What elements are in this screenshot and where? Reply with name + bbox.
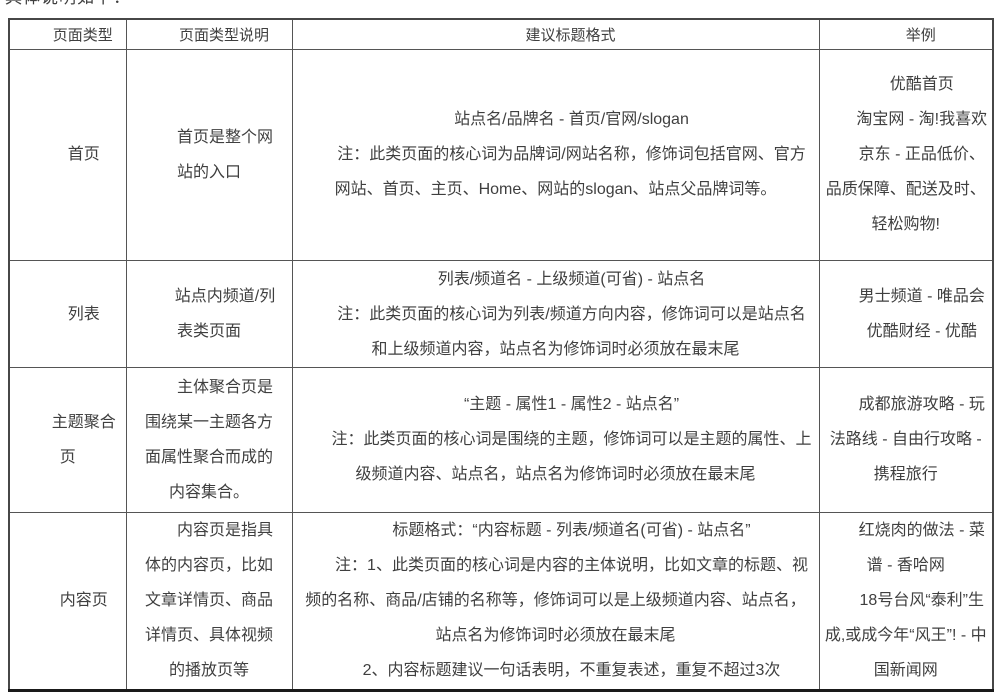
- paragraph: 优酷首页: [889, 76, 954, 94]
- table-row-homepage: 首页 首页是整个网站的入口 站点名/品牌名 - 首页/官网/slogan 注：此…: [8, 48, 994, 262]
- cell-type: 主题聚合页: [8, 367, 127, 513]
- paragraph: 男士频道 - 唯品会: [858, 288, 985, 306]
- cell-description: 主体聚合页是围绕某一主题各方面属性聚合而成的内容集合。: [125, 367, 293, 513]
- cell-description: 内容页是指具体的内容页，比如文章详情页、商品详情页、具体视频的播放页等: [125, 511, 293, 693]
- table-row-list: 列表 站点内频道/列表类页面 列表/频道名 - 上级频道(可省) - 站点名 注…: [8, 260, 994, 369]
- page-type-label: 内容页: [59, 592, 108, 610]
- paragraph: 优酷财经 - 优酷: [866, 323, 977, 341]
- paragraph: 京东 - 正品低价、品质保障、配送及时、轻松购物!: [825, 146, 986, 234]
- paragraph: 注：此类页面的核心词为列表/频道方向内容，修饰词可以是站点名和上级频道内容，站点…: [337, 305, 806, 358]
- paragraph: 列表/频道名 - 上级频道(可省) - 站点名: [437, 270, 706, 288]
- paragraph: 注：此类页面的核心词是围绕的主题，修饰词可以是主题的属性、上级频道内容、站点名，…: [331, 431, 812, 484]
- paragraph: 内容页是指具体的内容页，比如文章详情页、商品详情页、具体视频的播放页等: [144, 522, 273, 680]
- col-header-page-type-description: 页面类型说明: [125, 18, 293, 50]
- cell-type: 内容页: [8, 511, 127, 693]
- col-header-page-type: 页面类型: [8, 18, 127, 50]
- cell-format: “主题 - 属性1 - 属性2 - 站点名” 注：此类页面的核心词是围绕的主题，…: [291, 367, 820, 513]
- cell-type: 列表: [8, 260, 127, 369]
- page-type-label: 列表: [67, 305, 100, 323]
- paragraph: 2、内容标题建议一句话表明，不重复表述，重复不超过3次: [362, 662, 781, 680]
- page-title-spec-table: 页面类型 页面类型说明 建议标题格式 举例 首页 首页是整个网站的入口 站点名/…: [8, 18, 994, 693]
- clipped-intro-line: 具体说明如下：: [5, 0, 405, 9]
- intro-text: 具体说明如下：: [5, 0, 405, 8]
- paragraph: 淘宝网 - 淘!我喜欢: [856, 111, 988, 129]
- col-header-examples: 举例: [818, 18, 994, 50]
- table-row-topic-aggregation: 主题聚合页 主体聚合页是围绕某一主题各方面属性聚合而成的内容集合。 “主题 - …: [8, 367, 994, 513]
- paragraph: 18号台风“泰利”生成,或成今年“风王”! - 中国新闻网: [824, 592, 987, 680]
- cell-description: 首页是整个网站的入口: [125, 48, 293, 262]
- cell-examples: 成都旅游攻略 - 玩法路线 - 自由行攻略 - 携程旅行: [818, 367, 994, 513]
- cell-format: 站点名/品牌名 - 首页/官网/slogan 注：此类页面的核心词为品牌词/网站…: [291, 48, 820, 262]
- cell-type: 首页: [8, 48, 127, 262]
- paragraph: “主题 - 属性1 - 属性2 - 站点名”: [463, 396, 680, 414]
- table-header-row: 页面类型 页面类型说明 建议标题格式 举例: [8, 18, 994, 50]
- paragraph: 主体聚合页是围绕某一主题各方面属性聚合而成的内容集合。: [144, 378, 273, 501]
- cell-examples: 男士频道 - 唯品会 优酷财经 - 优酷: [818, 260, 994, 369]
- col-header-suggested-title-format: 建议标题格式: [291, 18, 820, 50]
- page-type-label: 首页: [67, 146, 100, 164]
- paragraph: 标题格式：“内容标题 - 列表/频道名(可省) - 站点名”: [392, 522, 751, 540]
- paragraph: 站点内频道/列表类页面: [174, 288, 276, 341]
- paragraph: 红烧肉的做法 - 菜谱 - 香哈网: [858, 522, 985, 575]
- cell-description: 站点内频道/列表类页面: [125, 260, 293, 369]
- paragraph: 站点名/品牌名 - 首页/官网/slogan: [454, 111, 689, 129]
- paragraph: 注：1、此类页面的核心词是内容的主体说明，比如文章的标题、视频的名称、商品/店铺…: [305, 557, 808, 645]
- page-type-label: 主题聚合页: [51, 413, 116, 466]
- cell-format: 列表/频道名 - 上级频道(可省) - 站点名 注：此类页面的核心词为列表/频道…: [291, 260, 820, 369]
- table-row-content-page: 内容页 内容页是指具体的内容页，比如文章详情页、商品详情页、具体视频的播放页等 …: [8, 511, 994, 693]
- cell-format: 标题格式：“内容标题 - 列表/频道名(可省) - 站点名” 注：1、此类页面的…: [291, 511, 820, 693]
- cell-examples: 优酷首页 淘宝网 - 淘!我喜欢 京东 - 正品低价、品质保障、配送及时、轻松购…: [818, 48, 994, 262]
- paragraph: 首页是整个网站的入口: [176, 128, 273, 181]
- paragraph: 成都旅游攻略 - 玩法路线 - 自由行攻略 - 携程旅行: [829, 396, 985, 484]
- cell-examples: 红烧肉的做法 - 菜谱 - 香哈网 18号台风“泰利”生成,或成今年“风王”! …: [818, 511, 994, 693]
- paragraph: 注：此类页面的核心词为品牌词/网站名称，修饰词包括官网、官方网站、首页、主页、H…: [334, 146, 806, 199]
